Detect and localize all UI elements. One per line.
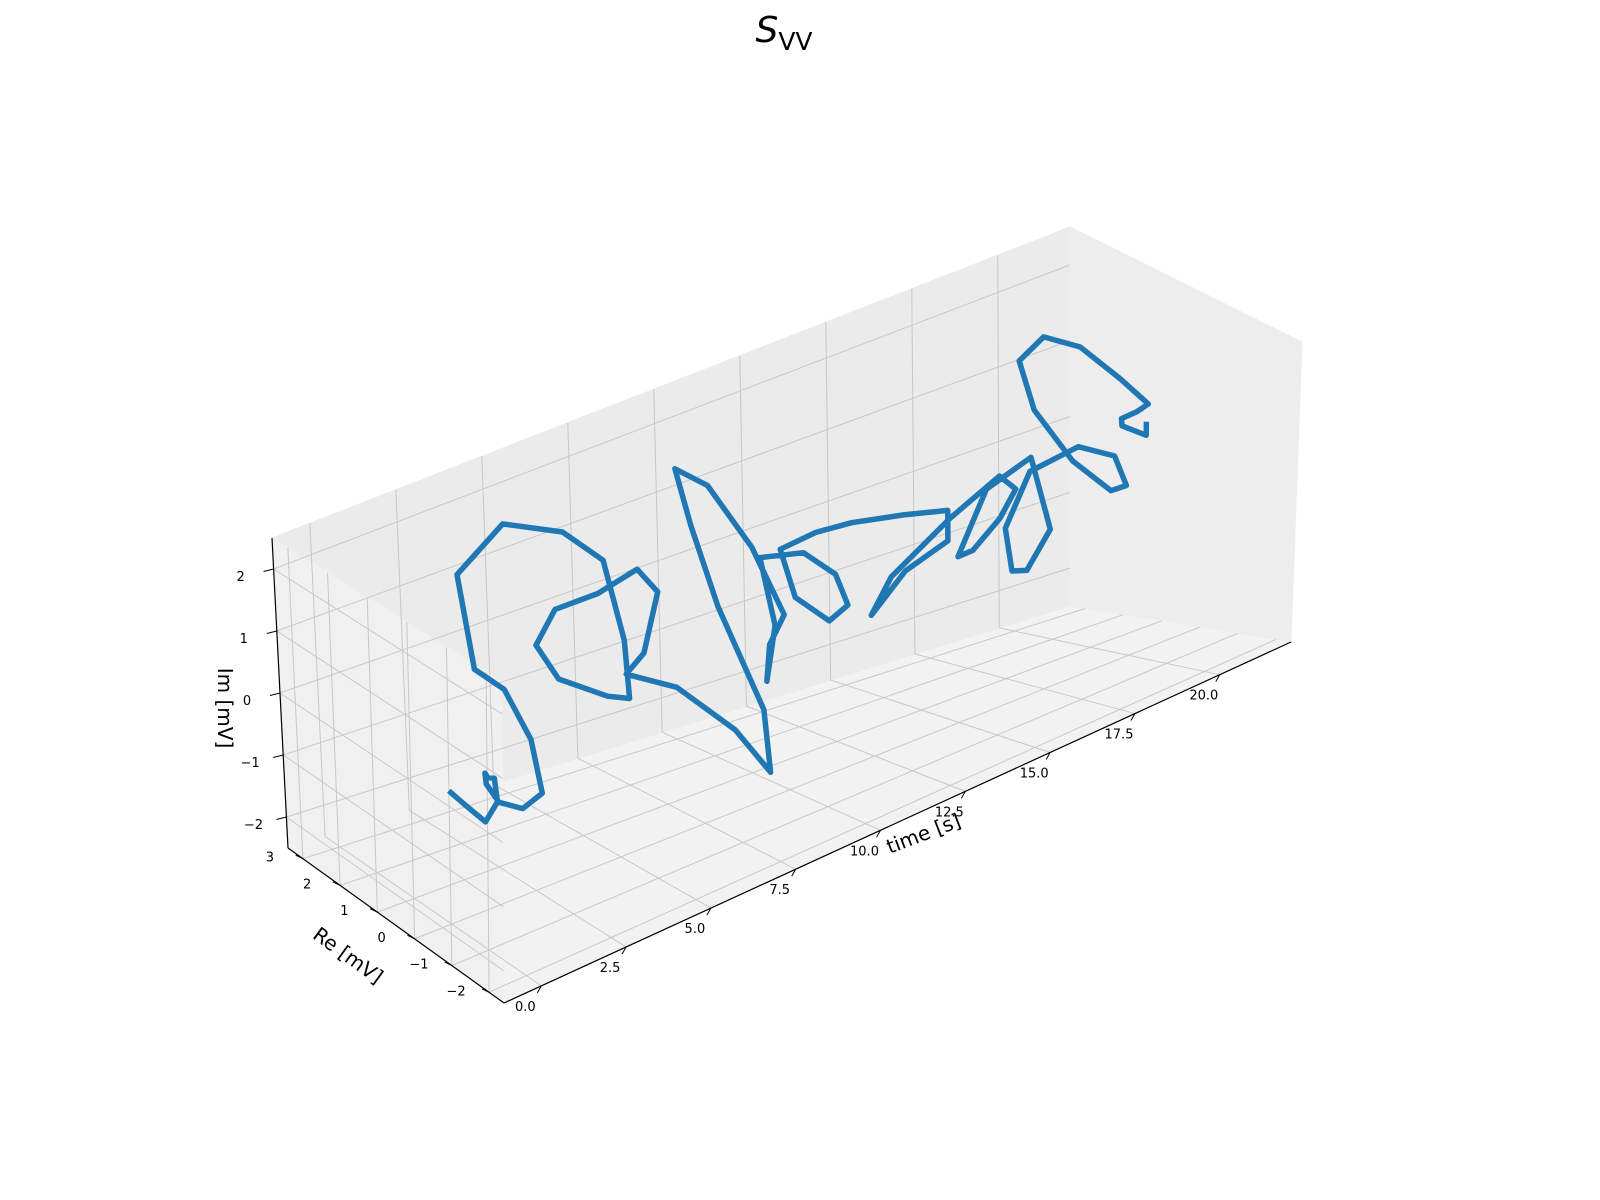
- y-axis-line: [287, 847, 505, 1004]
- chart-title-main: S: [755, 10, 778, 51]
- y-tick: [481, 988, 490, 993]
- z-grid-side: [282, 754, 504, 908]
- x-tick-label: 0.0: [515, 1000, 536, 1015]
- x-tick-label: 7.5: [769, 883, 790, 898]
- y-grid-floor: [414, 626, 1200, 940]
- z-grid-side: [276, 630, 503, 779]
- z-tick: [269, 692, 281, 696]
- y-tick-label: 2: [303, 877, 311, 892]
- x-tick-label: 10.0: [850, 844, 879, 859]
- y-tick: [332, 881, 341, 886]
- x-grid-floor: [409, 810, 627, 948]
- x-grid-floor: [746, 705, 966, 792]
- chart-title-subscript: VV: [778, 27, 812, 56]
- y-grid-floor: [302, 608, 1086, 860]
- x-grid-floor: [324, 836, 542, 987]
- z-tick-label: 2: [236, 570, 244, 585]
- x-tick: [1215, 674, 1221, 682]
- chart-title: SVV: [755, 10, 812, 56]
- y-tick: [407, 934, 415, 940]
- y-tick-label: −1: [409, 958, 428, 973]
- z-grid-side: [279, 692, 504, 843]
- y-tick-label: 1: [340, 904, 348, 919]
- x-axis-line: [503, 641, 1292, 1004]
- z-tick: [263, 568, 274, 572]
- x-grid-floor: [914, 653, 1136, 715]
- z-grid-side: [273, 568, 503, 715]
- z-grid-side: [286, 816, 505, 972]
- z-tick-label: −2: [244, 818, 263, 833]
- grid-lines: [273, 255, 1276, 993]
- x-grid-floor: [999, 627, 1220, 676]
- data-series: [446, 334, 1152, 825]
- z-grid-back: [286, 567, 1071, 818]
- z-tick: [276, 816, 287, 820]
- z-grid-back: [276, 340, 1071, 632]
- y-tick-label: −2: [447, 984, 466, 999]
- z-axis-label: Im [mV]: [213, 668, 237, 749]
- x-tick: [1045, 752, 1051, 760]
- x-tick: [960, 791, 966, 799]
- z-tick: [266, 630, 277, 634]
- x-tick: [791, 868, 797, 877]
- x-grid-floor: [661, 731, 881, 831]
- y-tick: [295, 854, 304, 860]
- axis-ticks: 0.0 2.5 5.0 7.5 10.0 12.5 15.0 17.5 20.0 −2 −1 0 1 2 3…: [236, 568, 1221, 1015]
- y-grid-floor: [339, 614, 1124, 886]
- z-tick-label: 0: [243, 694, 251, 709]
- x-tick: [1130, 713, 1136, 721]
- x-tick-label: 12.5: [935, 805, 964, 820]
- x-tick: [621, 946, 627, 955]
- x-tick-label: 15.0: [1020, 767, 1049, 782]
- series-line-0: [446, 334, 1152, 825]
- x-grid-floor: [830, 679, 1051, 753]
- x-tick: [706, 907, 712, 916]
- y-grid-floor: [451, 632, 1238, 967]
- y-tick: [369, 908, 378, 913]
- z-tick: [273, 754, 284, 758]
- x-tick-label: 5.0: [685, 922, 706, 937]
- z-grid-back: [283, 491, 1071, 756]
- x-tick-label: 20.0: [1189, 689, 1218, 704]
- x-grid-floor: [577, 757, 796, 870]
- y-grid-floor: [488, 639, 1276, 993]
- x-tick: [536, 985, 542, 994]
- end-pane: [1069, 226, 1303, 643]
- x-tick-label: 2.5: [600, 961, 621, 976]
- x-tick: [876, 830, 881, 838]
- z-grid-back: [273, 264, 1071, 570]
- z-grid-back: [279, 416, 1071, 694]
- z-tick-label: −1: [241, 756, 260, 771]
- y-tick: [444, 961, 453, 967]
- y-tick-label: 3: [266, 851, 274, 866]
- x-tick-label: 17.5: [1105, 728, 1134, 743]
- y-tick-label: 0: [377, 931, 385, 946]
- z-tick-label: 1: [240, 632, 248, 647]
